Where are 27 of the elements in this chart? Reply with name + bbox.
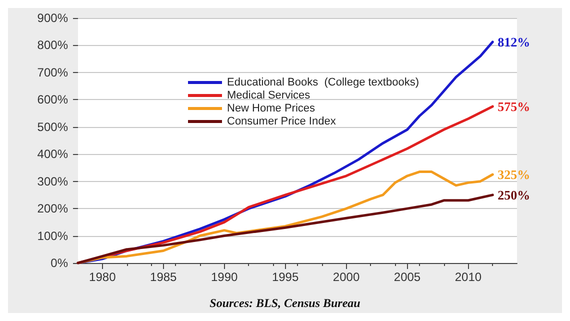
- x-tick-label: 1985: [150, 270, 178, 284]
- x-tick-label: 2010: [454, 270, 482, 284]
- legend-label: Consumer Price Index: [227, 116, 336, 128]
- x-tick-label: 1990: [210, 270, 238, 284]
- x-tick-label: 2000: [332, 270, 360, 284]
- y-tick-label: 500%: [37, 120, 68, 134]
- x-tick-label: 2005: [394, 270, 421, 284]
- data-label: 250%: [498, 187, 530, 202]
- y-tick-label: 800%: [37, 38, 68, 52]
- legend-label: New Home Prices: [227, 102, 316, 114]
- source-note: Sources: BLS, Census Bureau: [210, 296, 361, 310]
- legend-label: Educational Books (College textbooks): [227, 76, 419, 88]
- y-tick-label: 300%: [37, 174, 68, 188]
- data-label: 575%: [498, 98, 530, 114]
- y-tick-label: 100%: [37, 228, 68, 243]
- y-tick-label: 700%: [37, 65, 68, 80]
- x-tick-label: 1995: [272, 270, 299, 284]
- y-tick-label: 200%: [37, 202, 68, 216]
- y-tick-label: 900%: [37, 11, 68, 25]
- data-label: 812%: [498, 34, 530, 50]
- legend-label: Medical Services: [227, 90, 311, 102]
- y-tick-label: 400%: [37, 147, 68, 162]
- data-label: 325%: [498, 167, 530, 182]
- x-tick-label: 1980: [89, 270, 116, 284]
- y-tick-label: 0%: [50, 256, 68, 270]
- y-tick-label: 600%: [37, 92, 68, 107]
- line-series: [76, 194, 494, 264]
